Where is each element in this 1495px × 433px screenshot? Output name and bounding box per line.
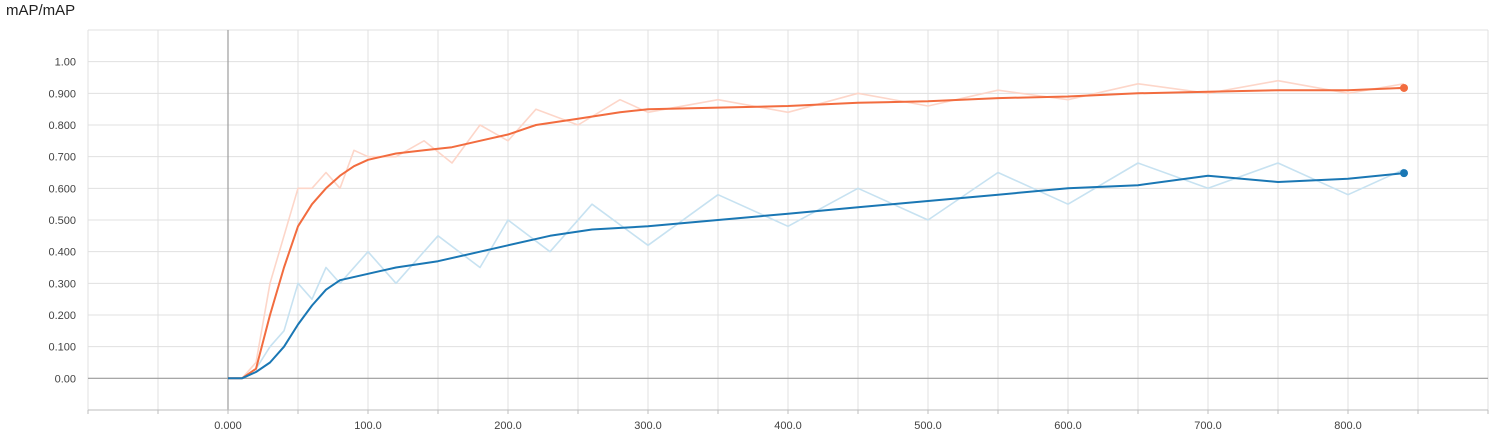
- y-tick-label: 0.400: [48, 247, 76, 259]
- x-tick-labels: 0.000 100.0 200.0 300.0 400.0 500.0 600.0 700.0…: [214, 420, 1362, 432]
- y-tick-label: 0.600: [48, 183, 76, 195]
- y-tick-label: 0.00: [55, 373, 76, 385]
- series-raw-line: [228, 79, 1405, 380]
- y-tick-labels: 0.00 0.100 0.200 0.300 0.400 0.500 0.600 0.700 0…: [48, 57, 76, 386]
- y-tick-label: 0.100: [48, 342, 76, 354]
- y-tick-label: 0.300: [48, 278, 76, 290]
- series-raw-line: [228, 162, 1405, 380]
- series-end-point: [1400, 83, 1408, 92]
- series-lines: [228, 79, 1408, 380]
- x-tick-label: 600.0: [1054, 420, 1082, 432]
- x-tick-label: 0.000: [214, 420, 242, 432]
- x-tick-label: 700.0: [1194, 420, 1222, 432]
- x-tick-label: 100.0: [354, 420, 382, 432]
- x-tick-label: 300.0: [634, 420, 662, 432]
- axes: [88, 30, 1488, 411]
- series-end-point: [1400, 169, 1408, 178]
- y-tick-label: 0.800: [48, 120, 76, 132]
- x-tick-label: 200.0: [494, 420, 522, 432]
- chart-title: mAP/mAP: [6, 2, 76, 19]
- y-tick-label: 0.900: [48, 88, 76, 100]
- x-tick-label: 400.0: [774, 420, 802, 432]
- y-tick-label: 0.500: [48, 215, 76, 227]
- y-tick-label: 1.00: [55, 57, 76, 69]
- grid-lines: [87, 29, 1489, 414]
- series-smoothed-line: [228, 172, 1405, 380]
- y-tick-label: 0.700: [48, 152, 76, 164]
- x-tick-label: 500.0: [914, 420, 942, 432]
- series-smoothed-line: [228, 86, 1405, 380]
- x-tick-label: 800.0: [1334, 420, 1362, 432]
- y-tick-label: 0.200: [48, 310, 76, 322]
